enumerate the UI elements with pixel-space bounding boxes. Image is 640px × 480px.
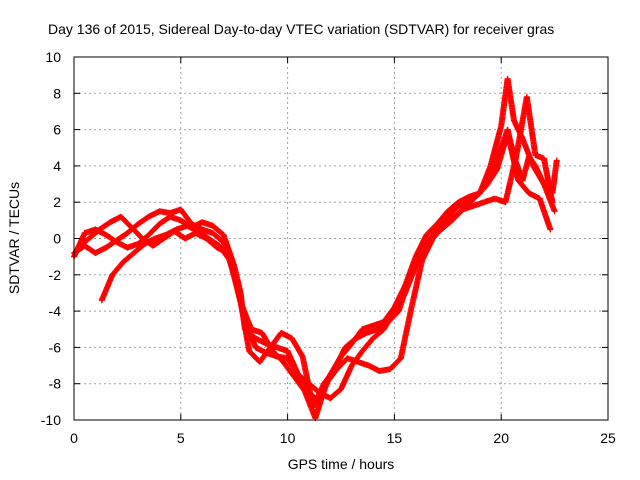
x-tick-labels: 0 5 10 15 20 25 [70,430,616,446]
data-point [547,226,554,233]
x-tick-label: 15 [387,430,403,446]
series-track-c [75,93,556,411]
x-tick-label: 20 [493,430,509,446]
chart-title: Day 136 of 2015, Sidereal Day-to-day VTE… [48,21,554,37]
x-tick-label: 25 [600,430,616,446]
data-points [71,75,560,422]
y-tick-labels: -10 -8 -6 -4 -2 0 2 4 6 8 10 [41,49,61,428]
y-tick-label: -6 [49,339,62,355]
series-track-a [71,126,560,405]
y-tick-label: -2 [49,267,62,283]
x-tick-label: 0 [70,430,78,446]
y-tick-label: -4 [49,303,62,319]
y-axis-label: SDTVAR / TECUs [6,182,22,294]
y-tick-label: 4 [53,158,61,174]
axis-ticks [73,56,609,421]
series-track-d [98,130,554,422]
data-point [549,199,556,206]
y-tick-label: -10 [41,412,61,428]
x-tick-label: 10 [280,430,296,446]
y-tick-label: 2 [53,194,61,210]
y-tick-label: 10 [45,49,61,65]
x-axis-label: GPS time / hours [288,456,395,472]
y-tick-label: 6 [53,122,61,138]
data-point [551,208,558,215]
data-point [553,157,560,164]
y-tick-label: 0 [53,231,61,247]
y-tick-label: 8 [53,85,61,101]
x-tick-label: 5 [177,430,185,446]
y-tick-label: -8 [49,376,62,392]
